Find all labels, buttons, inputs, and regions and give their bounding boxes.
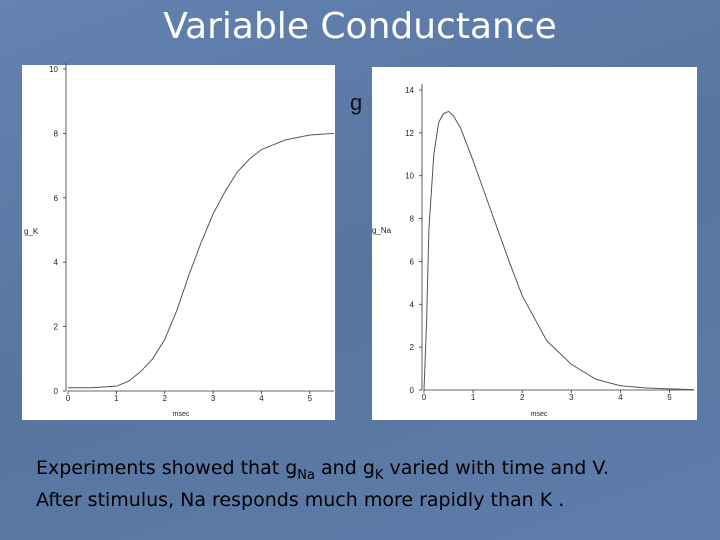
y-tick-label: 6	[410, 257, 415, 266]
caption-text: varied with time and V.	[383, 457, 609, 479]
y-tick-label: 0	[54, 387, 59, 396]
x-tick-label: 0	[66, 394, 71, 403]
y-tick-label: 10	[405, 172, 414, 181]
caption-subscript: K	[374, 467, 384, 483]
y-tick-label: 6	[54, 194, 59, 203]
x-tick-label: 2	[520, 393, 525, 402]
x-tick-label: 2	[163, 394, 168, 403]
y-tick-label: 10	[49, 65, 58, 74]
y-tick-label: 4	[410, 300, 415, 309]
slide-title: Variable Conductance	[163, 6, 557, 47]
x-axis-label: msec	[531, 411, 548, 418]
y-tick-label: 14	[405, 86, 414, 95]
x-tick-label: 0	[422, 393, 427, 402]
y-tick-label: 8	[410, 215, 415, 224]
y-tick-label: 12	[405, 129, 414, 138]
y-tick-label: 4	[54, 258, 59, 267]
y-axis-label: g_Na	[372, 226, 392, 235]
x-tick-label: 3	[211, 394, 216, 403]
data-line	[68, 132, 335, 389]
caption-line: Experiments showed that gNa and gK varie…	[36, 456, 609, 488]
x-tick-label: 1	[471, 393, 476, 402]
caption-text: and g	[315, 457, 375, 479]
caption-line: After stimulus, Na responds much more ra…	[36, 488, 565, 511]
y-axis-label: g_K	[24, 227, 39, 236]
y-tick-label: 0	[410, 386, 415, 395]
x-axis-label: msec	[173, 411, 190, 418]
x-tick-label: 3	[569, 393, 574, 402]
y-tick-label: 2	[410, 343, 415, 352]
caption: Experiments showed that gNa and gK varie…	[36, 456, 609, 512]
x-tick-label: 5	[667, 393, 672, 402]
x-tick-label: 4	[259, 394, 264, 403]
caption-text: Experiments showed that g	[36, 457, 298, 479]
caption-subscript: Na	[297, 467, 315, 483]
y-tick-label: 8	[54, 129, 59, 138]
data-line	[423, 110, 695, 391]
x-tick-label: 1	[114, 394, 119, 403]
chart-panel	[372, 67, 697, 420]
chart-panel	[22, 65, 335, 420]
x-tick-label: 5	[308, 394, 313, 403]
x-tick-label: 4	[618, 393, 623, 402]
y-tick-label: 2	[54, 323, 59, 332]
overlay-text: g	[350, 90, 362, 115]
